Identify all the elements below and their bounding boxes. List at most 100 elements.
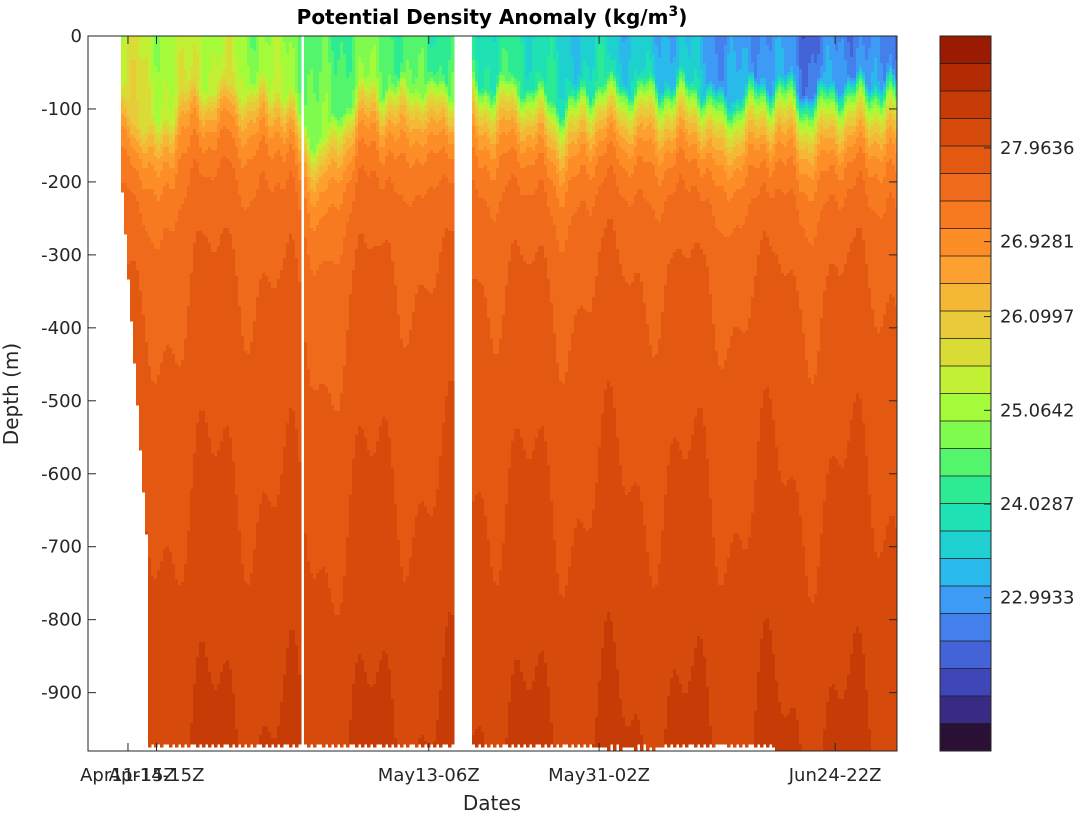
heatmap-cell (571, 177, 575, 217)
heatmap-cell (745, 156, 749, 178)
heatmap-cell (634, 714, 638, 751)
heatmap-cell (577, 87, 581, 91)
heatmap-cell (526, 93, 530, 97)
heatmap-cell (550, 138, 554, 151)
heatmap-cell (475, 138, 479, 157)
heatmap-cell (520, 438, 524, 673)
heatmap-cell (850, 135, 854, 148)
heatmap-cell (244, 108, 248, 118)
heatmap-cell (124, 117, 128, 130)
heatmap-cell (340, 165, 344, 181)
heatmap-cell (361, 165, 365, 235)
heatmap-cell (406, 93, 410, 100)
heatmap-cell (535, 252, 539, 439)
heatmap-cell (574, 177, 578, 214)
heatmap-cell (652, 588, 656, 751)
heatmap-cell (667, 84, 671, 88)
heatmap-cell (787, 105, 791, 112)
heatmap-cell (169, 135, 173, 145)
heatmap-cell (817, 123, 821, 133)
heatmap-cell (367, 684, 371, 748)
heatmap-cell (223, 663, 227, 745)
heatmap-cell (844, 84, 848, 88)
heatmap-cell (484, 123, 488, 133)
heatmap-cell (412, 312, 416, 538)
heatmap-cell (676, 183, 680, 250)
heatmap-cell (799, 225, 803, 310)
heatmap-cell (688, 84, 692, 88)
heatmap-cell (541, 246, 545, 427)
heatmap-cell (754, 99, 758, 103)
heatmap-cell (409, 99, 413, 106)
heatmap-cell (868, 90, 872, 94)
heatmap-cell (718, 129, 722, 139)
heatmap-cell (613, 132, 617, 148)
heatmap-cell (787, 120, 791, 130)
heatmap-cell (721, 585, 725, 745)
heatmap-cell (436, 105, 440, 115)
heatmap-cell (628, 726, 632, 748)
heatmap-cell (874, 114, 878, 124)
heatmap-cell (508, 702, 512, 748)
heatmap-cell (199, 174, 203, 232)
heatmap-cell (751, 198, 755, 298)
heatmap-cell (769, 246, 773, 400)
heatmap-cell (790, 90, 794, 97)
heatmap-cell (352, 144, 356, 157)
heatmap-cell (601, 237, 605, 415)
heatmap-cell (556, 117, 560, 124)
heatmap-cell (850, 189, 854, 244)
heatmap-cell (763, 102, 767, 106)
heatmap-cell (727, 180, 731, 202)
heatmap-cell (424, 93, 428, 100)
heatmap-cell (508, 81, 512, 85)
heatmap-cell (724, 573, 728, 745)
heatmap-cell (688, 117, 692, 124)
heatmap-cell (703, 138, 707, 148)
heatmap-cell (823, 120, 827, 130)
heatmap-cell (361, 36, 365, 64)
heatmap-cell (370, 249, 374, 457)
heatmap-cell (526, 96, 530, 103)
heatmap-cell (307, 36, 311, 76)
heatmap-cell (802, 174, 806, 193)
heatmap-cell (745, 129, 749, 142)
heatmap-cell (208, 36, 212, 73)
heatmap-cell (610, 84, 614, 91)
heatmap-cell (229, 102, 233, 115)
heatmap-cell (292, 630, 296, 745)
heatmap-cell (817, 78, 821, 82)
heatmap-cell (739, 147, 743, 157)
heatmap-cell (775, 162, 779, 190)
heatmap-cell (349, 213, 353, 295)
heatmap-cell (661, 147, 665, 163)
heatmap-cell (691, 108, 695, 115)
heatmap-cell (751, 75, 755, 79)
heatmap-cell (892, 198, 896, 298)
heatmap-cell (598, 120, 602, 130)
heatmap-cell (556, 174, 560, 199)
heatmap-cell (148, 36, 152, 88)
heatmap-cell (508, 111, 512, 121)
heatmap-cell (769, 102, 773, 106)
density-heatmap (121, 36, 897, 751)
heatmap-cell (886, 198, 890, 304)
heatmap-cell (847, 441, 851, 676)
heatmap-cell (682, 120, 686, 133)
heatmap-cell (781, 273, 785, 484)
heatmap-cell (793, 75, 797, 82)
heatmap-cell (388, 96, 392, 103)
heatmap-cell (709, 294, 713, 499)
heatmap-cell (376, 36, 380, 79)
heatmap-cell (565, 102, 569, 109)
heatmap-cell (718, 96, 722, 103)
colorbar-tick-label: 26.0997 (1000, 307, 1074, 328)
heatmap-cell (634, 165, 638, 196)
heatmap-cell (331, 147, 335, 160)
heatmap-cell (847, 96, 851, 100)
heatmap-cell (886, 93, 890, 100)
heatmap-cell (559, 99, 563, 118)
heatmap-cell (772, 99, 776, 103)
heatmap-cell (757, 84, 761, 88)
heatmap-cell (859, 72, 863, 76)
